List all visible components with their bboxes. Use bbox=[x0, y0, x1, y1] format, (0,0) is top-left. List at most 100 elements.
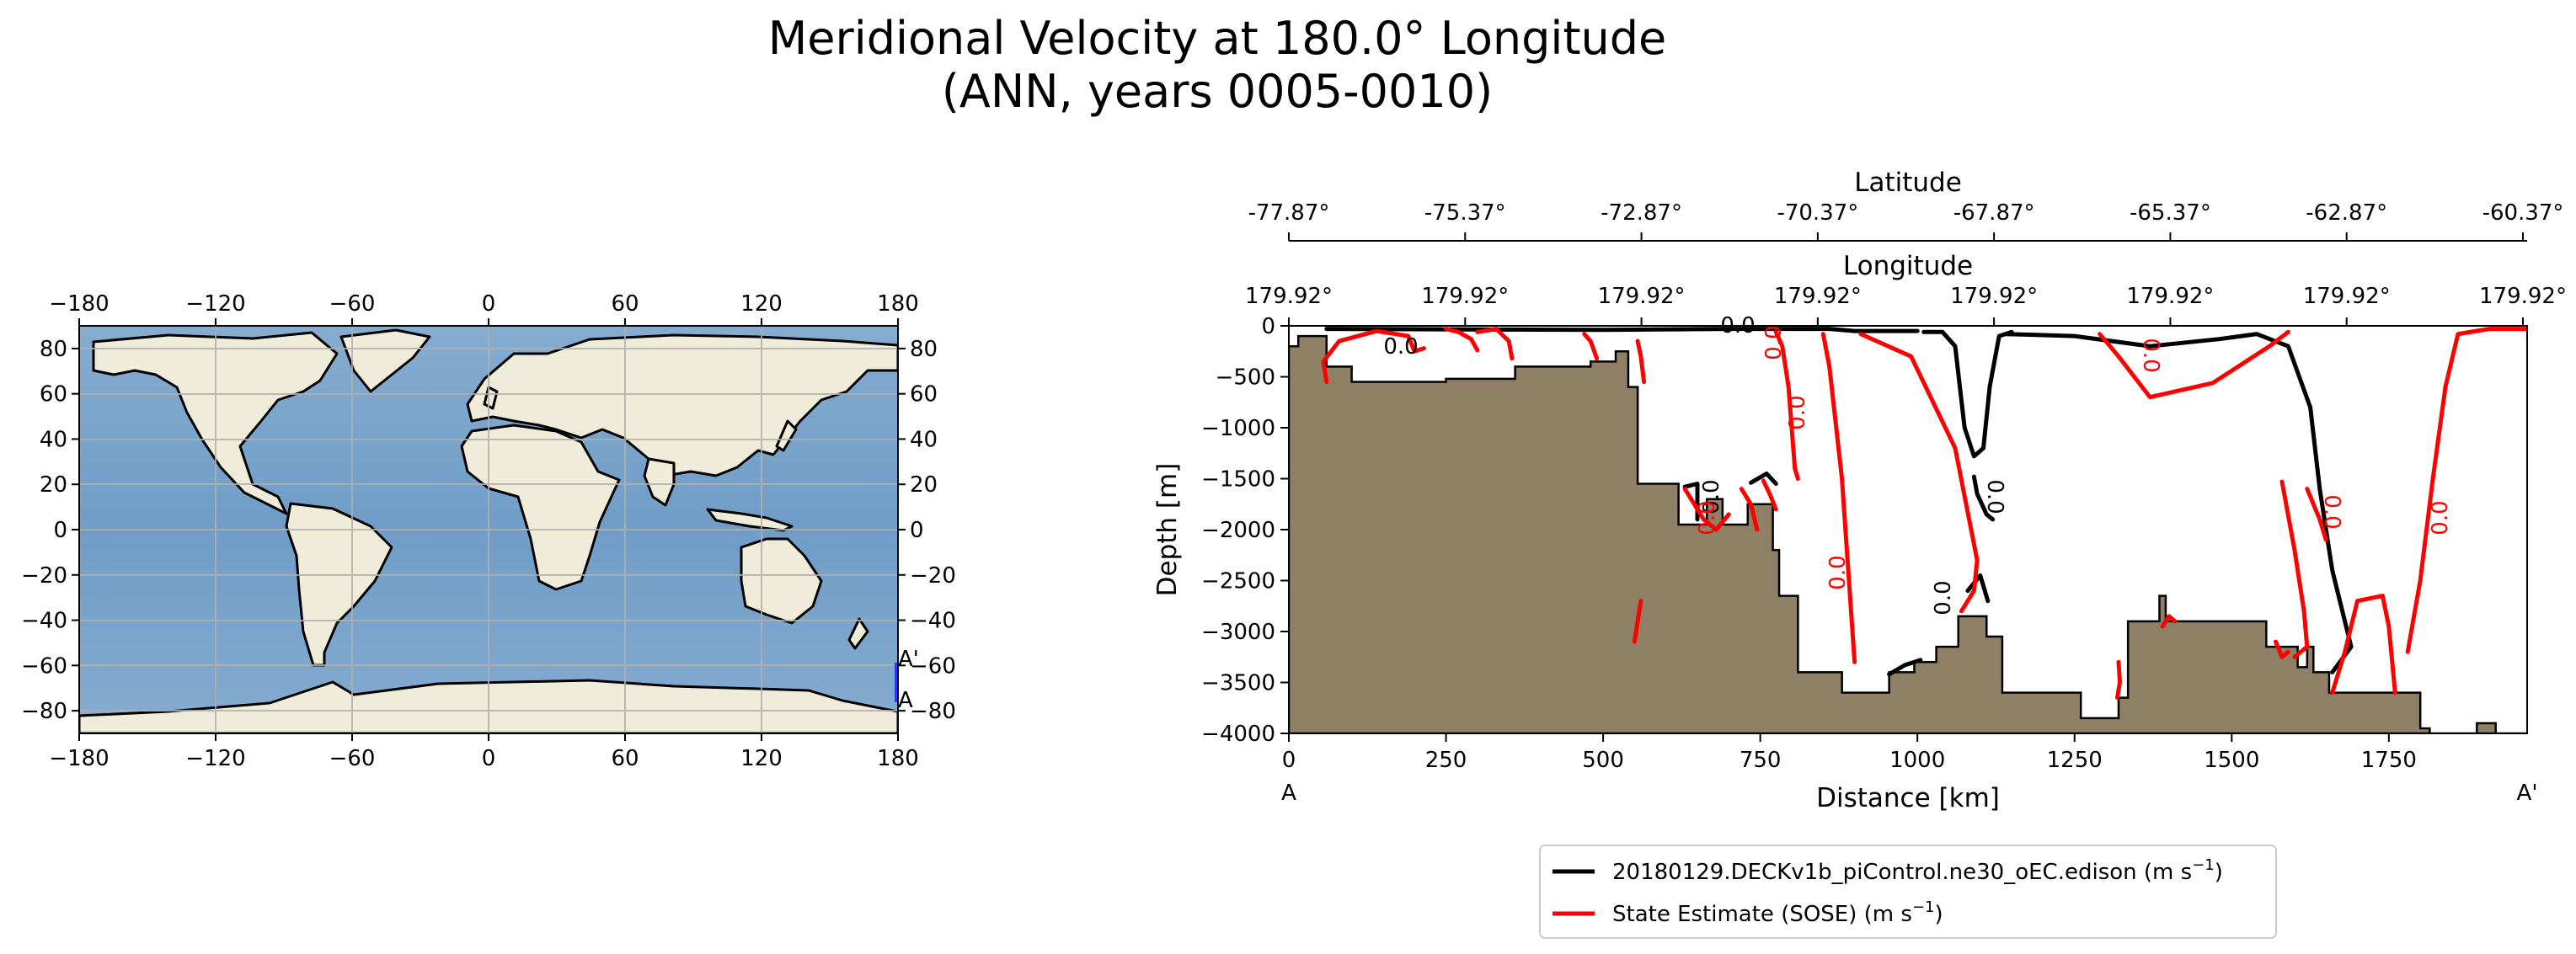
bathymetry-fill bbox=[1289, 334, 2527, 733]
contour-label: 0.0 bbox=[1982, 479, 2007, 514]
map-y-tick-label-left: 20 bbox=[40, 472, 67, 498]
contour-line bbox=[1761, 478, 1778, 512]
latitude-tick-label: -77.87° bbox=[1248, 200, 1330, 226]
section-y-tick-label: −2000 bbox=[1201, 518, 1275, 543]
map-transect-label-start: A bbox=[898, 688, 913, 713]
map-y-tick-label-left: −60 bbox=[21, 653, 67, 679]
contour-label: 0.0 bbox=[1383, 334, 1418, 360]
land-eurasia bbox=[466, 333, 898, 477]
contour-line bbox=[1475, 327, 1515, 361]
map-y-tick-label-right: −40 bbox=[910, 609, 956, 634]
map-y-tick-label-left: 0 bbox=[53, 518, 67, 543]
contour-line bbox=[1582, 332, 1600, 361]
map-y-tick-label-right: −60 bbox=[910, 653, 956, 679]
map-x-tick-label-bottom: 180 bbox=[877, 746, 919, 771]
map-y-tick-label-right: 40 bbox=[910, 427, 938, 452]
map-y-tick-label-left: −20 bbox=[21, 563, 67, 589]
land-south-america bbox=[285, 502, 393, 667]
contour-line bbox=[1632, 599, 1643, 644]
longitude-tick-label: 179.92° bbox=[1421, 284, 1509, 309]
contour-line bbox=[2003, 332, 2354, 674]
map-x-tick-label-top: 0 bbox=[482, 291, 496, 317]
latitude-tick-label: -62.87° bbox=[2306, 200, 2387, 226]
land-greenland bbox=[339, 328, 431, 393]
contour-line bbox=[1921, 329, 2014, 459]
contour-label: 0.0 bbox=[2319, 494, 2344, 529]
map-grid bbox=[79, 326, 898, 733]
map-x-tick-label-top: 180 bbox=[877, 291, 919, 317]
latitude-tick-label: -60.37° bbox=[2482, 200, 2564, 226]
map-x-tick-label-top: −120 bbox=[185, 291, 245, 317]
contour-line bbox=[1971, 474, 1996, 522]
map-y-tick-label-left: −80 bbox=[21, 699, 67, 724]
contour-line bbox=[2274, 639, 2290, 659]
contour-line bbox=[1444, 327, 1480, 353]
longitude-tick-label: 179.92° bbox=[2479, 284, 2567, 309]
map-x-tick-label-bottom: −180 bbox=[49, 746, 109, 771]
contour-line bbox=[2115, 659, 2122, 701]
section-x-tick-label: 1000 bbox=[1889, 748, 1945, 773]
map-y-tick-label-left: −40 bbox=[21, 609, 67, 634]
land-new-zealand bbox=[847, 617, 869, 650]
section-start-label: A bbox=[1281, 781, 1296, 806]
map-y-tick-label-left: 60 bbox=[40, 382, 67, 408]
figure-title-line1: Meridional Velocity at 180.0° Longitude bbox=[768, 12, 1667, 65]
longitude-tick-label: 179.92° bbox=[2303, 284, 2391, 309]
map-x-tick-label-bottom: 60 bbox=[611, 746, 639, 771]
latitude-axis-label: Latitude bbox=[1854, 168, 1962, 198]
map-y-tick-label-right: 0 bbox=[910, 518, 924, 543]
map-x-tick-label-top: −180 bbox=[49, 291, 109, 317]
map-y-tick-label-right: −80 bbox=[910, 699, 956, 724]
section-y-ticks: 0 −500 −1000 −1500 −2000 −2500 −3000 −3500 −4000 bbox=[1201, 314, 1289, 747]
model-contours bbox=[1324, 327, 2354, 677]
land-japan bbox=[775, 419, 798, 452]
contour-line bbox=[2098, 329, 2290, 400]
section-y-axis-label: Depth [m] bbox=[1152, 463, 1183, 597]
contour-line bbox=[1635, 338, 1647, 385]
section-y-tick-label: −4000 bbox=[1201, 722, 1275, 747]
contour-label: 0.0 bbox=[2138, 338, 2163, 372]
latitude-tick-label: -70.37° bbox=[1777, 200, 1858, 226]
contour-line bbox=[1321, 328, 1426, 385]
latitude-tick-label: -72.87° bbox=[1601, 200, 1682, 226]
map-y-tick-label-left: 80 bbox=[40, 337, 67, 362]
obs-contours bbox=[1321, 327, 2527, 701]
land-uk bbox=[483, 386, 499, 410]
land-india bbox=[643, 457, 676, 507]
longitude-tick-label: 179.92° bbox=[1774, 284, 1862, 309]
section-x-tick-label: 500 bbox=[1582, 748, 1624, 773]
map-x-tick-label-top: −60 bbox=[329, 291, 376, 317]
map-y-ticks: 80 80 60 60 40 40 20 20 0 0 −20 −20 −40 −40 −60 −60 −80 −… bbox=[21, 337, 956, 724]
map-y-tick-label-right: 80 bbox=[910, 337, 938, 362]
section-panel: 0.0 0.0 0.0 0.0 0.0 0.0 0.0 0.0 0.0 0.0 … bbox=[1152, 168, 2567, 813]
map-x-tick-label-top: 120 bbox=[740, 291, 783, 317]
contour-label: 0.0 bbox=[1699, 479, 1724, 514]
land-indonesia bbox=[706, 508, 794, 532]
contour-line bbox=[1682, 487, 1731, 532]
contour-line bbox=[1739, 487, 1760, 532]
section-x-tick-label: 0 bbox=[1282, 748, 1296, 773]
section-y-tick-label: −2500 bbox=[1201, 569, 1275, 594]
contour-line bbox=[1887, 658, 1923, 677]
map-x-ticks: −180 −180 −120 −120 −60 −60 0 0 60 60 120 120 180 180 bbox=[49, 291, 919, 771]
latitude-tick-label: -75.37° bbox=[1424, 200, 1506, 226]
section-x-tick-label: 750 bbox=[1740, 748, 1782, 773]
map-y-tick-label-left: 40 bbox=[40, 427, 67, 452]
latitude-tick-label: -65.37° bbox=[2130, 200, 2211, 226]
section-end-label: A' bbox=[2517, 781, 2538, 806]
section-y-tick-label: −1000 bbox=[1201, 416, 1275, 441]
section-y-tick-label: −3500 bbox=[1201, 671, 1275, 696]
latitude-tick-label: -67.87° bbox=[1953, 200, 2035, 226]
contour-line bbox=[2279, 479, 2310, 659]
contour-line bbox=[1324, 327, 1920, 333]
longitude-axis-label: Longitude bbox=[1843, 251, 1973, 281]
longitude-axis-ticks: 179.92° 179.92° 179.92° 179.92° 179.92° 179.9… bbox=[1245, 284, 2567, 326]
longitude-tick-label: 179.92° bbox=[1950, 284, 2038, 309]
contour-line bbox=[1749, 472, 1778, 486]
contour-label: 0.0 bbox=[1825, 555, 1851, 589]
map-y-tick-label-right: −20 bbox=[910, 563, 956, 589]
contour-label: 0.0 bbox=[1695, 500, 1720, 535]
longitude-tick-label: 179.92° bbox=[1245, 284, 1333, 309]
contour-label: 0.0 bbox=[2428, 500, 2453, 535]
contour-label: 0.0 bbox=[1931, 580, 1956, 615]
